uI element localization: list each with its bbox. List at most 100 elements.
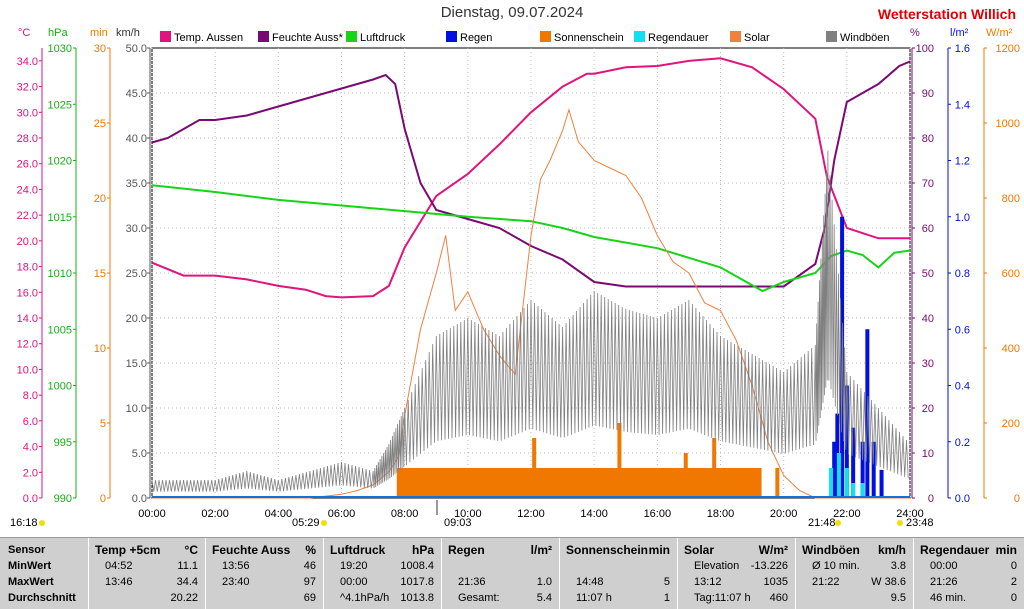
- legend-swatch: [634, 31, 645, 42]
- x-tick-label: 12:00: [517, 508, 545, 520]
- legend-item: Regendauer: [634, 31, 709, 44]
- summary-column: Regendauer min 00:00 0 21:26 2 46 min. 0: [913, 538, 1024, 609]
- minutes-tick-label: 25: [94, 118, 106, 130]
- x-tick-label: 18:00: [707, 508, 735, 520]
- summary-cell-label: Gesamt:: [458, 592, 500, 604]
- humidity-tick-label: 100: [916, 43, 934, 55]
- summary-cell-value: 69: [303, 592, 316, 604]
- unit-pressure: hPa: [48, 27, 68, 39]
- right-time: 23:48: [906, 517, 934, 529]
- temp-tick-label: 2.0: [23, 467, 38, 479]
- summary-row-label: MaxWert: [8, 576, 54, 588]
- wind-tick-label: 25.0: [126, 268, 147, 280]
- summary-cell-label: 11:07 h: [576, 592, 612, 604]
- summary-column-title: Sonnenschein: [566, 543, 649, 557]
- pressure-tick-label: 1020: [48, 156, 72, 168]
- summary-column-title: Luftdruck: [330, 543, 386, 557]
- summary-cell-value: 460: [769, 592, 788, 604]
- summary-column-unit: min: [648, 543, 670, 557]
- x-tick-label: 08:00: [391, 508, 419, 520]
- sun-marker-icon: [835, 520, 841, 526]
- summary-cell-value: -13.226: [750, 560, 788, 572]
- humidity-tick-label: 50: [922, 268, 934, 280]
- summary-cell-value: 1017.8: [400, 576, 434, 588]
- sunrise-time: 05:29: [292, 517, 320, 529]
- humidity-tick-label: 80: [922, 133, 934, 145]
- humidity-tick-label: 0: [928, 493, 934, 505]
- temp-tick-label: 8.0: [23, 390, 38, 402]
- solar-noon-time: 09:03: [444, 517, 472, 529]
- legend-item: Luftdruck: [346, 31, 405, 44]
- pressure-tick-label: 995: [54, 437, 72, 449]
- summary-cell-label: 19:20: [340, 560, 368, 572]
- wind-tick-label: 10.0: [126, 403, 147, 415]
- legend-label: Feuchte Auss*: [272, 32, 343, 44]
- summary-cell-value: 1013.8: [400, 592, 434, 604]
- series-regen-bar: [860, 441, 865, 498]
- wind-tick-label: 15.0: [126, 358, 147, 370]
- legend-item: Windböen: [826, 31, 890, 44]
- summary-column: Temp +5cm °C 04:52 11.1 13:46 34.4 20.22: [88, 538, 206, 609]
- summary-row-label: Durchschnitt: [8, 592, 76, 604]
- summary-row-label: MinWert: [8, 560, 52, 572]
- pressure-tick-label: 1010: [48, 268, 72, 280]
- series-sonnenschein-bar: [396, 468, 762, 498]
- wind-tick-label: 0.0: [132, 493, 147, 505]
- series-sonnenschein-bar: [532, 438, 537, 498]
- temp-tick-label: 18.0: [17, 262, 38, 274]
- summary-column-unit: °C: [184, 543, 198, 557]
- pressure-tick-label: 1025: [48, 99, 72, 111]
- humidity-tick-label: 70: [922, 178, 934, 190]
- summary-column-unit: W/m²: [758, 543, 788, 557]
- summary-column: Feuchte Auss% 13:56 46 23:40 97 69: [205, 538, 324, 609]
- temp-tick-label: 10.0: [17, 364, 38, 376]
- solar-tick-label: 1200: [996, 43, 1020, 55]
- rain-tick-label: 0.0: [955, 493, 970, 505]
- solar-tick-label: 200: [1002, 418, 1020, 430]
- legend-item: Solar: [730, 31, 770, 44]
- summary-cell-value: 46: [303, 560, 316, 572]
- sun-marker-icon: [39, 520, 45, 526]
- series-temp-aussen-line: [151, 57, 910, 299]
- wind-tick-label: 35.0: [126, 178, 147, 190]
- summary-cell-value: 0: [1010, 592, 1017, 604]
- series-feuchte-auss-line: [151, 60, 911, 288]
- series-regen-bar: [832, 441, 837, 498]
- x-tick-label: 06:00: [328, 508, 356, 520]
- weather-chart: 00:00 02:00 04:00 06:00 08:00 10:00 12:00 14:00…: [17, 43, 1020, 526]
- humidity-tick-label: 20: [922, 403, 934, 415]
- series-sonnenschein-bar: [683, 453, 688, 498]
- summary-cell-label: 13:46: [105, 576, 133, 588]
- rain-tick-label: 0.8: [955, 268, 970, 280]
- summary-column-title: Feuchte Auss: [212, 543, 291, 557]
- temp-tick-label: 12.0: [17, 339, 38, 351]
- summary-cell-label: Ø 10 min.: [812, 560, 860, 572]
- temp-tick-label: 4.0: [23, 442, 38, 454]
- summary-cell-label: 21:26: [930, 576, 958, 588]
- summary-cell-value: 20.22: [170, 592, 198, 604]
- summary-cell-value: 2: [1010, 576, 1017, 588]
- wind-tick-label: 45.0: [126, 88, 147, 100]
- rain-tick-label: 0.4: [955, 381, 970, 393]
- rain-tick-label: 0.2: [955, 437, 970, 449]
- summary-cell-label: 13:12: [694, 576, 722, 588]
- legend-label: Temp. Aussen: [174, 32, 244, 44]
- solar-tick-label: 1000: [996, 118, 1020, 130]
- solar-tick-label: 800: [1002, 193, 1020, 205]
- x-tick-label: 14:00: [580, 508, 608, 520]
- x-tick-label: 00:00: [138, 508, 166, 520]
- summary-column: Windböen km/h Ø 10 min. 3.8 21:22 W 38.6 9.5: [795, 538, 914, 609]
- summary-cell-value: 0: [1010, 560, 1017, 572]
- sunset-time: 21:48: [808, 517, 836, 529]
- summary-cell-label: 21:22: [812, 576, 840, 588]
- legend-swatch: [540, 31, 551, 42]
- summary-column-unit: %: [305, 543, 316, 557]
- station-name: Wetterstation Willich: [877, 6, 1016, 22]
- pressure-tick-label: 1005: [48, 324, 72, 336]
- temp-tick-label: 22.0: [17, 210, 38, 222]
- summary-table: Sensor MinWert MaxWert Durchschnitt Temp +5c…: [0, 537, 1024, 609]
- x-tick-label: 22:00: [833, 508, 861, 520]
- unit-humidity: %: [910, 27, 920, 39]
- humidity-tick-label: 40: [922, 313, 934, 325]
- series-sonnenschein-bar: [775, 468, 780, 498]
